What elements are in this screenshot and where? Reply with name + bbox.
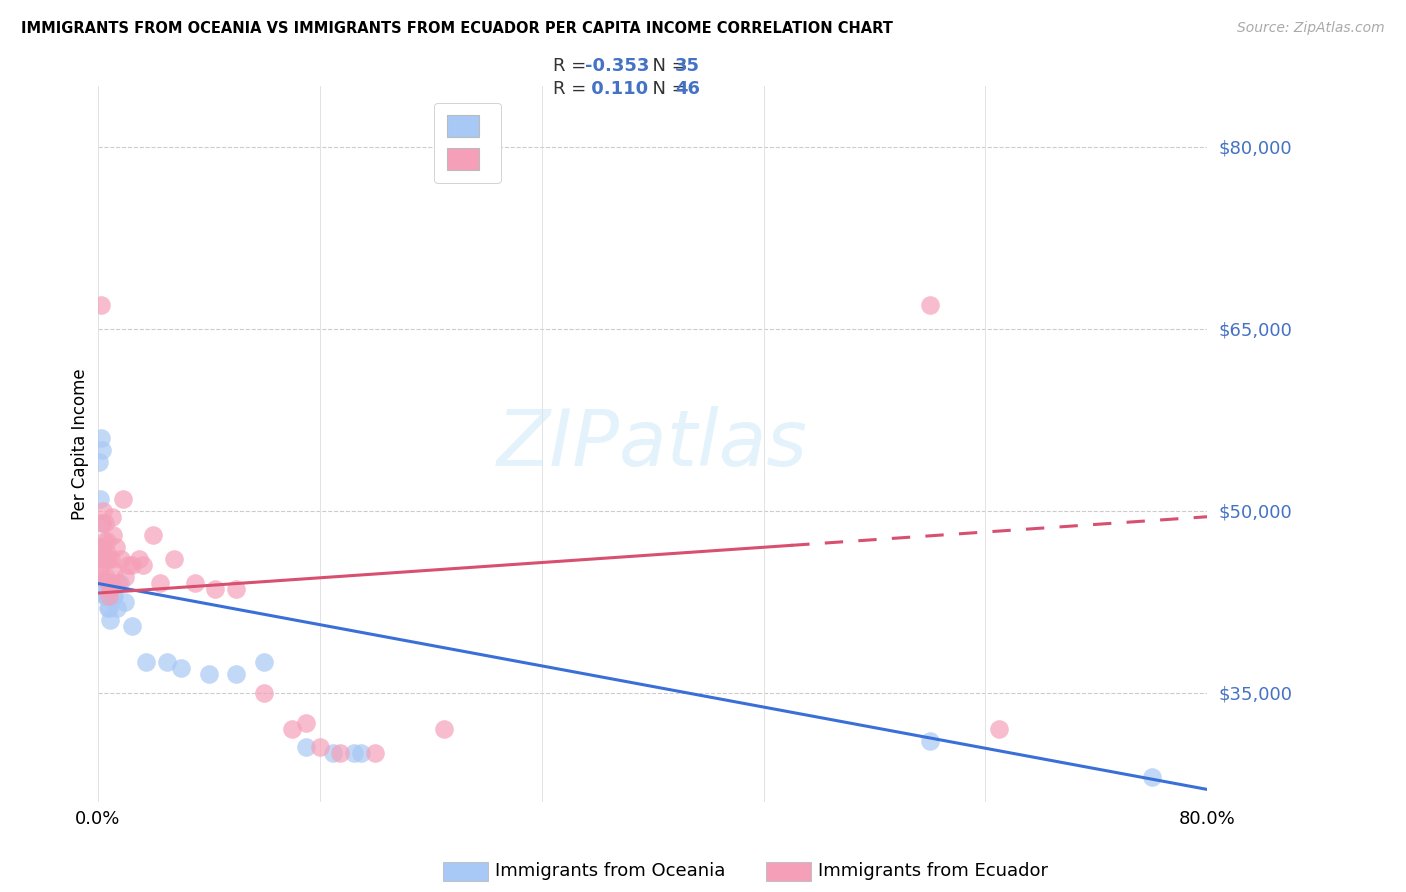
Point [93,552,115,566]
Point [294,715,316,730]
Point [94,589,117,603]
Point [97,600,120,615]
Point [433,722,456,736]
Point [100,576,122,591]
Point [97,600,120,615]
Point [97,552,120,566]
Point [98,589,121,603]
Point [110,552,132,566]
Point [87,455,110,469]
Point [142,528,165,542]
Point [114,570,136,584]
Y-axis label: Per Capita Income: Per Capita Income [72,368,89,520]
Point [163,552,186,566]
Text: 0.110: 0.110 [585,80,648,98]
Point [197,667,219,681]
Text: R =: R = [553,80,586,98]
Point [89,564,111,578]
Point [96,546,118,560]
Point [100,552,122,566]
Text: Immigrants from Ecuador: Immigrants from Ecuador [818,863,1049,880]
Point [91,540,114,554]
Point [322,746,344,760]
Point [98,582,121,597]
Point [225,667,247,681]
Point [100,576,122,591]
Point [93,533,115,548]
Point [90,443,112,458]
Point [103,589,125,603]
Point [135,655,157,669]
Point [350,746,373,760]
Point [101,509,124,524]
Point [96,589,118,603]
Point [281,722,304,736]
Point [107,576,129,591]
Point [128,552,150,566]
Point [114,594,136,608]
Point [90,297,112,311]
Text: 35: 35 [675,57,700,75]
Point [90,431,112,445]
Text: N =: N = [641,80,688,98]
Point [104,540,127,554]
Point [91,552,114,566]
Point [225,582,247,597]
Text: Source: ZipAtlas.com: Source: ZipAtlas.com [1237,21,1385,35]
Point [96,533,118,548]
Point [183,576,205,591]
Point [101,528,124,542]
Point [93,576,115,591]
Point [1140,770,1163,784]
Point [89,540,111,554]
Text: IMMIGRANTS FROM OCEANIA VS IMMIGRANTS FROM ECUADOR PER CAPITA INCOME CORRELATION: IMMIGRANTS FROM OCEANIA VS IMMIGRANTS FR… [21,21,893,36]
Point [101,589,124,603]
Point [94,589,117,603]
Point [108,576,131,591]
Point [329,746,352,760]
Point [96,576,118,591]
Point [117,558,139,573]
Point [93,576,115,591]
Point [111,491,134,506]
Point [294,740,316,755]
Point [364,746,387,760]
Point [343,746,366,760]
Point [988,722,1011,736]
Text: Immigrants from Oceania: Immigrants from Oceania [495,863,725,880]
Point [170,661,193,675]
Legend: , : , [434,103,501,183]
Point [156,655,179,669]
Point [89,491,111,506]
Point [91,516,114,530]
Point [253,685,276,699]
Point [204,582,226,597]
Point [121,619,143,633]
Point [149,576,172,591]
Point [132,558,155,573]
Point [103,564,125,578]
Point [121,558,143,573]
Point [97,576,120,591]
Point [90,516,112,530]
Point [105,600,128,615]
Point [918,734,941,748]
Point [98,613,121,627]
Point [94,516,117,530]
Point [87,570,110,584]
Text: N =: N = [641,57,688,75]
Text: R =: R = [553,57,586,75]
Point [89,552,111,566]
Point [94,570,117,584]
Point [918,297,941,311]
Text: 46: 46 [675,80,700,98]
Text: ZIPatlas: ZIPatlas [498,406,808,482]
Point [308,740,330,755]
Point [253,655,276,669]
Text: -0.353: -0.353 [585,57,650,75]
Point [91,503,114,517]
